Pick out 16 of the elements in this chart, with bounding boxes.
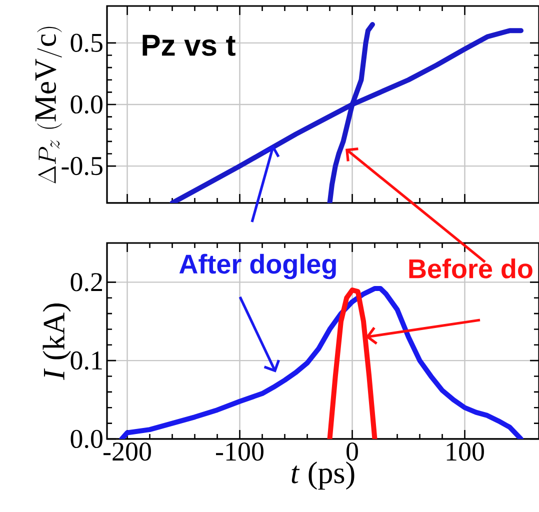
x-tick-label: 100: [446, 442, 484, 461]
x-tick-label: 0: [346, 442, 358, 461]
annotation: Pz vs t: [142, 34, 236, 56]
x-tick-label: -100: [216, 442, 264, 461]
y-tick-label: 0.2: [70, 273, 102, 292]
y-tick-label: 0.0: [70, 95, 102, 114]
y-axis-title: I (kA): [42, 303, 71, 380]
y-tick-label: 0.5: [70, 34, 102, 52]
y-tick-label: 0.0: [70, 430, 102, 448]
series-label: After dogleg: [179, 254, 336, 280]
y-tick-label: 0.1: [70, 351, 102, 370]
y-tick-label: -0.5: [62, 156, 102, 176]
x-tick-label: -200: [104, 442, 151, 461]
y-axis-title: $\Delta P_{z}\ (\mathrm{MeV/c})$: [35, 26, 62, 184]
series-label: Before do: [409, 258, 532, 278]
x-axis-title: t (ps): [292, 462, 354, 490]
